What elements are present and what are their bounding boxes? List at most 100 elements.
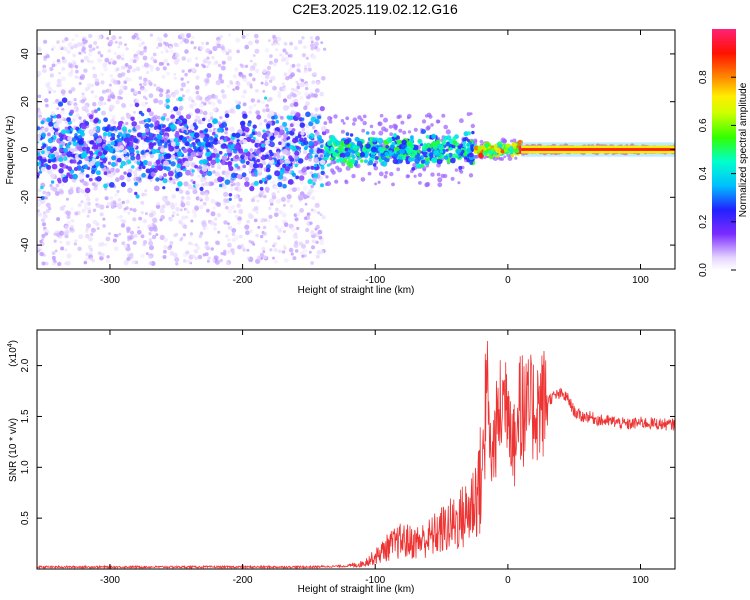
heatmap-cell — [195, 63, 200, 67]
heatmap-cell — [175, 187, 179, 192]
heatmap-cell — [306, 195, 310, 199]
heatmap-cell — [325, 175, 329, 179]
colorbar-tick-label: 0.2 — [698, 214, 709, 228]
heatmap-cell — [66, 220, 72, 225]
heatmap-cell — [275, 198, 281, 204]
heatmap-cell — [86, 197, 91, 202]
heatmap-cell — [127, 129, 132, 133]
heatmap-cell — [466, 138, 470, 142]
heatmap-cell — [264, 81, 269, 87]
heatmap-cell — [244, 176, 250, 182]
heatmap-cell — [193, 249, 199, 254]
heatmap-cell — [221, 60, 226, 65]
heatmap-cell — [164, 42, 169, 47]
heatmap-cell — [138, 42, 143, 48]
heatmap-cell — [86, 83, 92, 88]
heatmap-cell — [294, 217, 299, 222]
heatmap-cell — [249, 229, 253, 233]
heatmap-cell — [408, 157, 413, 162]
heatmap-cell — [87, 59, 91, 63]
heatmap-cell — [184, 124, 188, 128]
heatmap-cell — [264, 186, 270, 192]
heatmap-cell — [190, 179, 194, 183]
x-tick-label: 100 — [632, 275, 649, 286]
heatmap-cell — [319, 213, 323, 217]
heatmap-cell — [253, 218, 258, 223]
heatmap-cell — [437, 177, 443, 183]
heatmap-cell — [206, 148, 210, 153]
heatmap-cell — [188, 129, 193, 134]
heatmap-cell — [125, 133, 131, 139]
heatmap-cell — [113, 79, 119, 85]
heatmap-cell — [219, 139, 224, 144]
heatmap-cell — [81, 146, 87, 152]
heatmap-cell — [88, 44, 93, 49]
x-tick-label: -200 — [233, 275, 253, 286]
heatmap-cell — [260, 217, 266, 223]
heatmap-cell — [199, 130, 203, 134]
heatmap-cell — [315, 131, 320, 136]
heatmap-cell — [205, 65, 209, 69]
heatmap-cell — [80, 59, 84, 63]
heatmap-cell — [484, 143, 489, 148]
heatmap-cell — [83, 68, 88, 73]
x-tick-label: -100 — [365, 575, 385, 586]
heatmap-cell — [443, 173, 448, 179]
heatmap-cell — [315, 254, 320, 259]
heatmap-cell — [244, 181, 250, 187]
heatmap-cell — [123, 137, 130, 143]
heatmap-cell — [234, 144, 241, 151]
heatmap-cell — [162, 186, 166, 190]
heatmap-cell — [185, 88, 190, 94]
heatmap-cell — [352, 144, 358, 149]
y-tick-label: 0 — [20, 146, 31, 152]
heatmap-cell — [72, 53, 76, 58]
heatmap-cell — [37, 209, 40, 213]
heatmap-cell — [299, 122, 305, 128]
heatmap-cell — [149, 153, 155, 159]
heatmap-cell — [163, 160, 170, 167]
heatmap-cell — [201, 101, 205, 104]
heatmap-cell — [88, 33, 93, 39]
heatmap-cell — [233, 235, 239, 241]
heatmap-cell — [320, 144, 324, 149]
heatmap-cell — [179, 208, 183, 212]
heatmap-cell — [293, 101, 299, 107]
heatmap-cell — [181, 94, 185, 98]
heatmap-cell — [266, 98, 271, 103]
heatmap-cell — [302, 194, 308, 200]
heatmap-cell — [281, 54, 285, 58]
heatmap-cell — [207, 256, 211, 261]
heatmap-cell — [107, 98, 111, 102]
heatmap-cell — [240, 124, 246, 130]
heatmap-cell — [282, 183, 287, 189]
heatmap-cell — [303, 137, 307, 141]
heatmap-cell — [201, 222, 207, 228]
heatmap-cell — [426, 125, 431, 130]
heatmap-cell — [441, 113, 446, 118]
heatmap-cell — [176, 213, 180, 217]
heatmap-cell — [216, 43, 222, 49]
heatmap-cell — [286, 198, 290, 202]
heatmap-cell — [64, 126, 69, 131]
heatmap-cell — [123, 260, 129, 266]
heatmap-cell — [396, 167, 401, 172]
heatmap-cell — [292, 161, 296, 165]
heatmap-cell — [248, 105, 253, 110]
heatmap-cell — [174, 202, 178, 207]
heatmap-cell — [191, 67, 196, 72]
heatmap-cell — [241, 34, 246, 39]
heatmap-cell — [304, 91, 309, 97]
heatmap-cell — [286, 122, 292, 128]
heatmap-cell — [66, 253, 72, 259]
heatmap-cell — [314, 118, 320, 125]
heatmap-cell — [142, 165, 146, 169]
heatmap-cell — [145, 70, 150, 75]
heatmap-cell — [221, 155, 228, 161]
heatmap-cell — [55, 232, 61, 237]
heatmap-cell — [317, 137, 323, 142]
heatmap-cell — [466, 142, 471, 147]
heatmap-cell — [264, 96, 268, 100]
heatmap-cell — [56, 107, 60, 111]
heatmap-cell — [160, 147, 165, 153]
